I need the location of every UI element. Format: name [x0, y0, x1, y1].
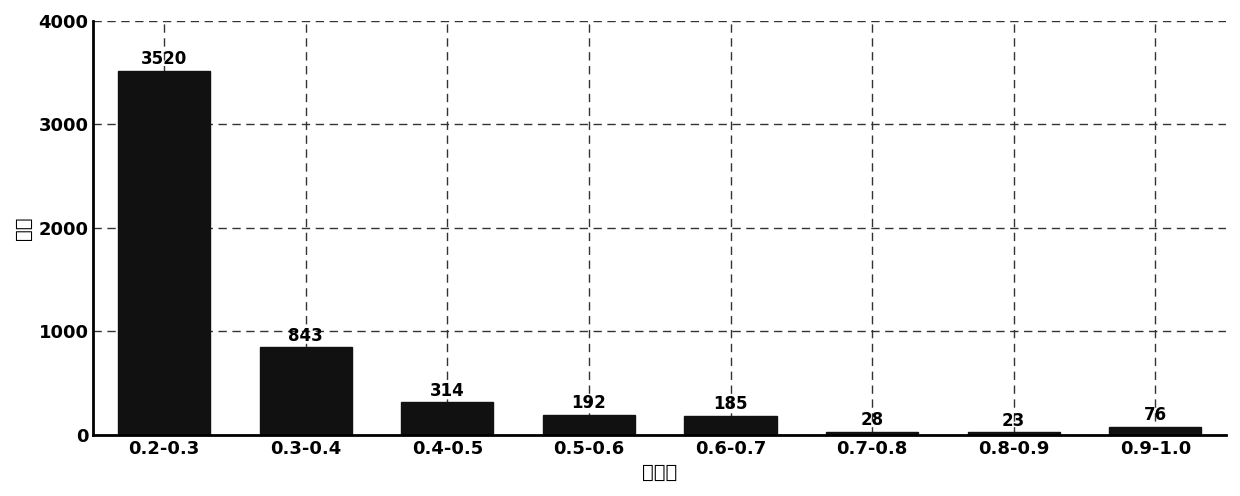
Bar: [543, 415, 635, 434]
Y-axis label: 数量: 数量: [14, 216, 33, 240]
Bar: [1110, 427, 1202, 434]
Text: 314: 314: [430, 381, 465, 400]
Text: 192: 192: [572, 394, 606, 412]
Bar: [967, 433, 1060, 434]
Bar: [826, 432, 918, 434]
Bar: [118, 70, 210, 434]
Text: 185: 185: [713, 395, 748, 413]
Bar: [684, 416, 776, 434]
X-axis label: 相似度: 相似度: [642, 463, 677, 482]
Text: 76: 76: [1143, 406, 1167, 424]
Bar: [259, 348, 352, 434]
Text: 23: 23: [1002, 412, 1025, 430]
Text: 28: 28: [861, 411, 884, 429]
Text: 3520: 3520: [141, 50, 187, 68]
Bar: [402, 402, 494, 434]
Text: 843: 843: [289, 327, 324, 345]
